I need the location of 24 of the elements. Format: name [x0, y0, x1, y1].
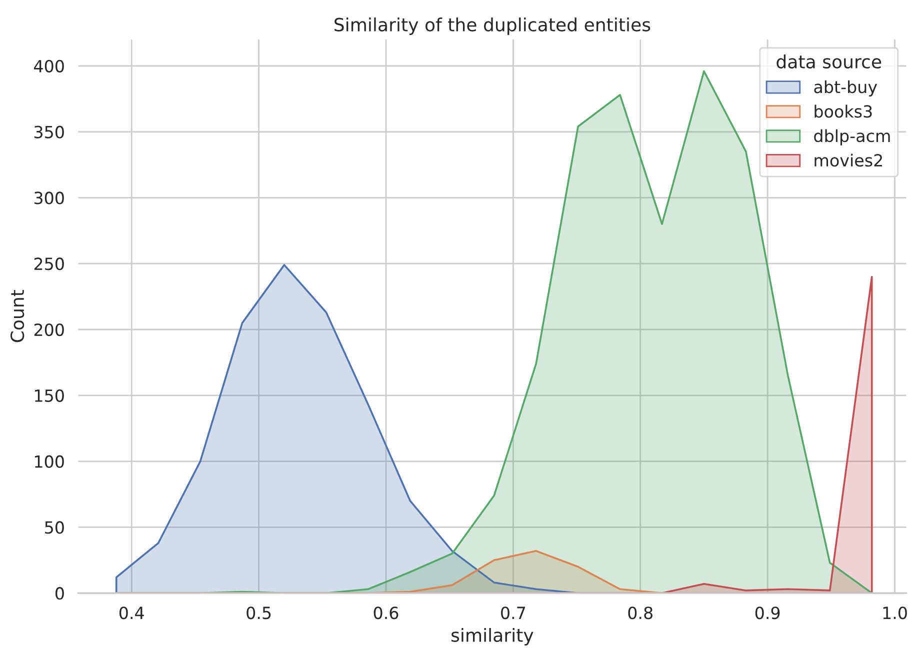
y-tick-label: 300 — [34, 192, 64, 204]
x-tick-label: 0.4 — [119, 606, 144, 620]
y-axis-title: Count — [10, 290, 24, 342]
y-tick-label: 350 — [34, 126, 64, 138]
legend-label: books3 — [814, 104, 872, 118]
y-tick-label: 250 — [34, 258, 64, 270]
x-tick-label: 0.8 — [628, 606, 652, 620]
chart-title: Similarity of the duplicated entities — [334, 17, 650, 35]
y-tick-label: 100 — [35, 455, 64, 468]
x-tick-label: 0.6 — [374, 606, 398, 620]
legend-label: abt-buy — [814, 80, 878, 96]
legend-title: data source — [776, 54, 882, 69]
x-tick-label: 1.0 — [883, 606, 907, 620]
x-axis-title: similarity — [452, 628, 534, 646]
y-tick-label: 200 — [34, 323, 64, 336]
x-tick-label: 0.5 — [246, 606, 271, 620]
legend-label: movies2 — [814, 154, 882, 167]
y-tick-label: 150 — [35, 389, 64, 402]
y-tick-label: 400 — [34, 60, 64, 72]
y-tick-label: 50 — [45, 521, 64, 534]
x-tick-label: 0.7 — [501, 606, 526, 620]
y-tick-label: 0 — [56, 587, 64, 600]
x-tick-label: 0.9 — [755, 606, 780, 620]
legend-label: dblp-acm — [814, 129, 890, 146]
